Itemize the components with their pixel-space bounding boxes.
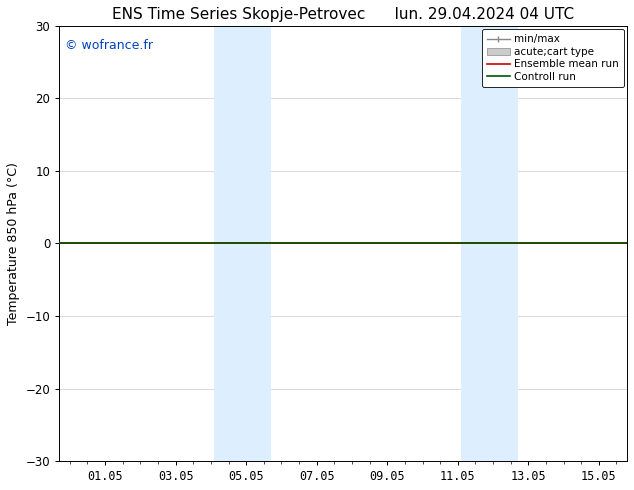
Title: ENS Time Series Skopje-Petrovec      lun. 29.04.2024 04 UTC: ENS Time Series Skopje-Petrovec lun. 29.… — [112, 7, 574, 22]
Text: © wofrance.fr: © wofrance.fr — [65, 39, 153, 52]
Legend: min/max, acute;cart type, Ensemble mean run, Controll run: min/max, acute;cart type, Ensemble mean … — [482, 29, 624, 87]
Bar — [462, 26, 518, 461]
Bar — [214, 26, 271, 461]
Y-axis label: Temperature 850 hPa (°C): Temperature 850 hPa (°C) — [7, 162, 20, 325]
